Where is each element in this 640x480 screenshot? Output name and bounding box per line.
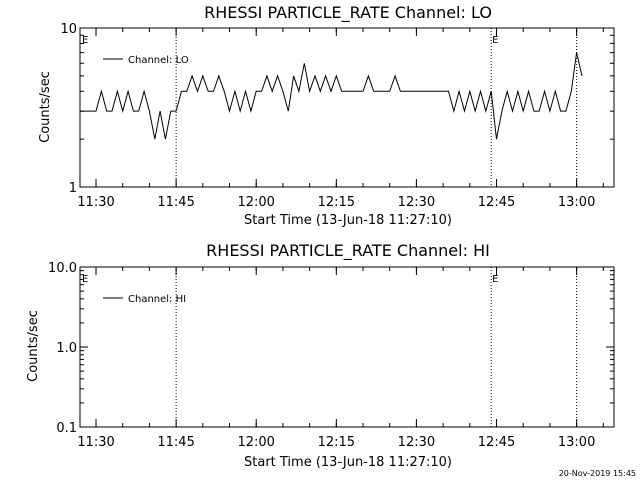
y-tick-label: 1.0 — [56, 341, 77, 356]
x-tick-label: 12:30 — [398, 195, 435, 210]
plot-frame — [79, 27, 615, 188]
legend-label: Channel: HI — [128, 294, 186, 305]
event-marker-label: E — [82, 274, 88, 285]
x-tick-label: 13:00 — [558, 195, 595, 210]
y-axis-label: Counts/sec — [26, 310, 41, 382]
x-tick-label: 11:45 — [157, 435, 194, 450]
y-tick-label: 0.1 — [56, 421, 77, 436]
legend-label: Channel: LO — [128, 55, 189, 66]
legend: Channel: HI — [103, 294, 186, 305]
chart-title: RHESSI PARTICLE_RATE Channel: LO — [204, 3, 492, 23]
y-tick-label: 1 — [69, 181, 77, 196]
x-tick-label: 12:45 — [478, 435, 515, 450]
x-tick-label: 12:00 — [237, 435, 274, 450]
plot-area: 11:30 11:45 12:00 12:15 12:30 12:45 13:00 1 10 E E — [60, 22, 615, 210]
x-axis-label: Start Time (13-Jun-18 11:27:10) — [244, 455, 452, 470]
chart-title: RHESSI PARTICLE_RATE Channel: HI — [206, 241, 490, 261]
y-tick-label: 10.0 — [48, 261, 77, 276]
x-tick-label: 12:15 — [318, 435, 355, 450]
panel-hi: RHESSI PARTICLE_RATE Channel: HI 11:30 11… — [26, 241, 615, 470]
x-tick-label: 13:00 — [558, 435, 595, 450]
panel-lo: RHESSI PARTICLE_RATE Channel: LO 11:30 11… — [38, 3, 615, 228]
x-tick-label: 12:00 — [237, 195, 274, 210]
plot-frame — [79, 266, 615, 428]
x-axis-label: Start Time (13-Jun-18 11:27:10) — [244, 213, 452, 228]
series-line — [80, 52, 583, 140]
event-marker-label: E — [82, 35, 88, 46]
x-tick-label: 12:30 — [398, 435, 435, 450]
event-marker-label: E — [492, 35, 498, 46]
y-axis-label: Counts/sec — [38, 71, 53, 143]
timestamp: 20-Nov-2019 15:45 — [558, 469, 636, 478]
event-marker-label: E — [492, 274, 498, 285]
plot-area: 11:30 11:45 12:00 12:15 12:30 12:45 13:00 0.1 1.… — [48, 261, 615, 450]
x-tick-label: 12:45 — [478, 195, 515, 210]
legend: Channel: LO — [103, 55, 189, 66]
y-tick-label: 10 — [60, 22, 77, 37]
x-tick-label: 11:30 — [77, 195, 114, 210]
x-tick-label: 11:45 — [157, 195, 194, 210]
x-tick-label: 11:30 — [77, 435, 114, 450]
x-tick-label: 12:15 — [318, 195, 355, 210]
